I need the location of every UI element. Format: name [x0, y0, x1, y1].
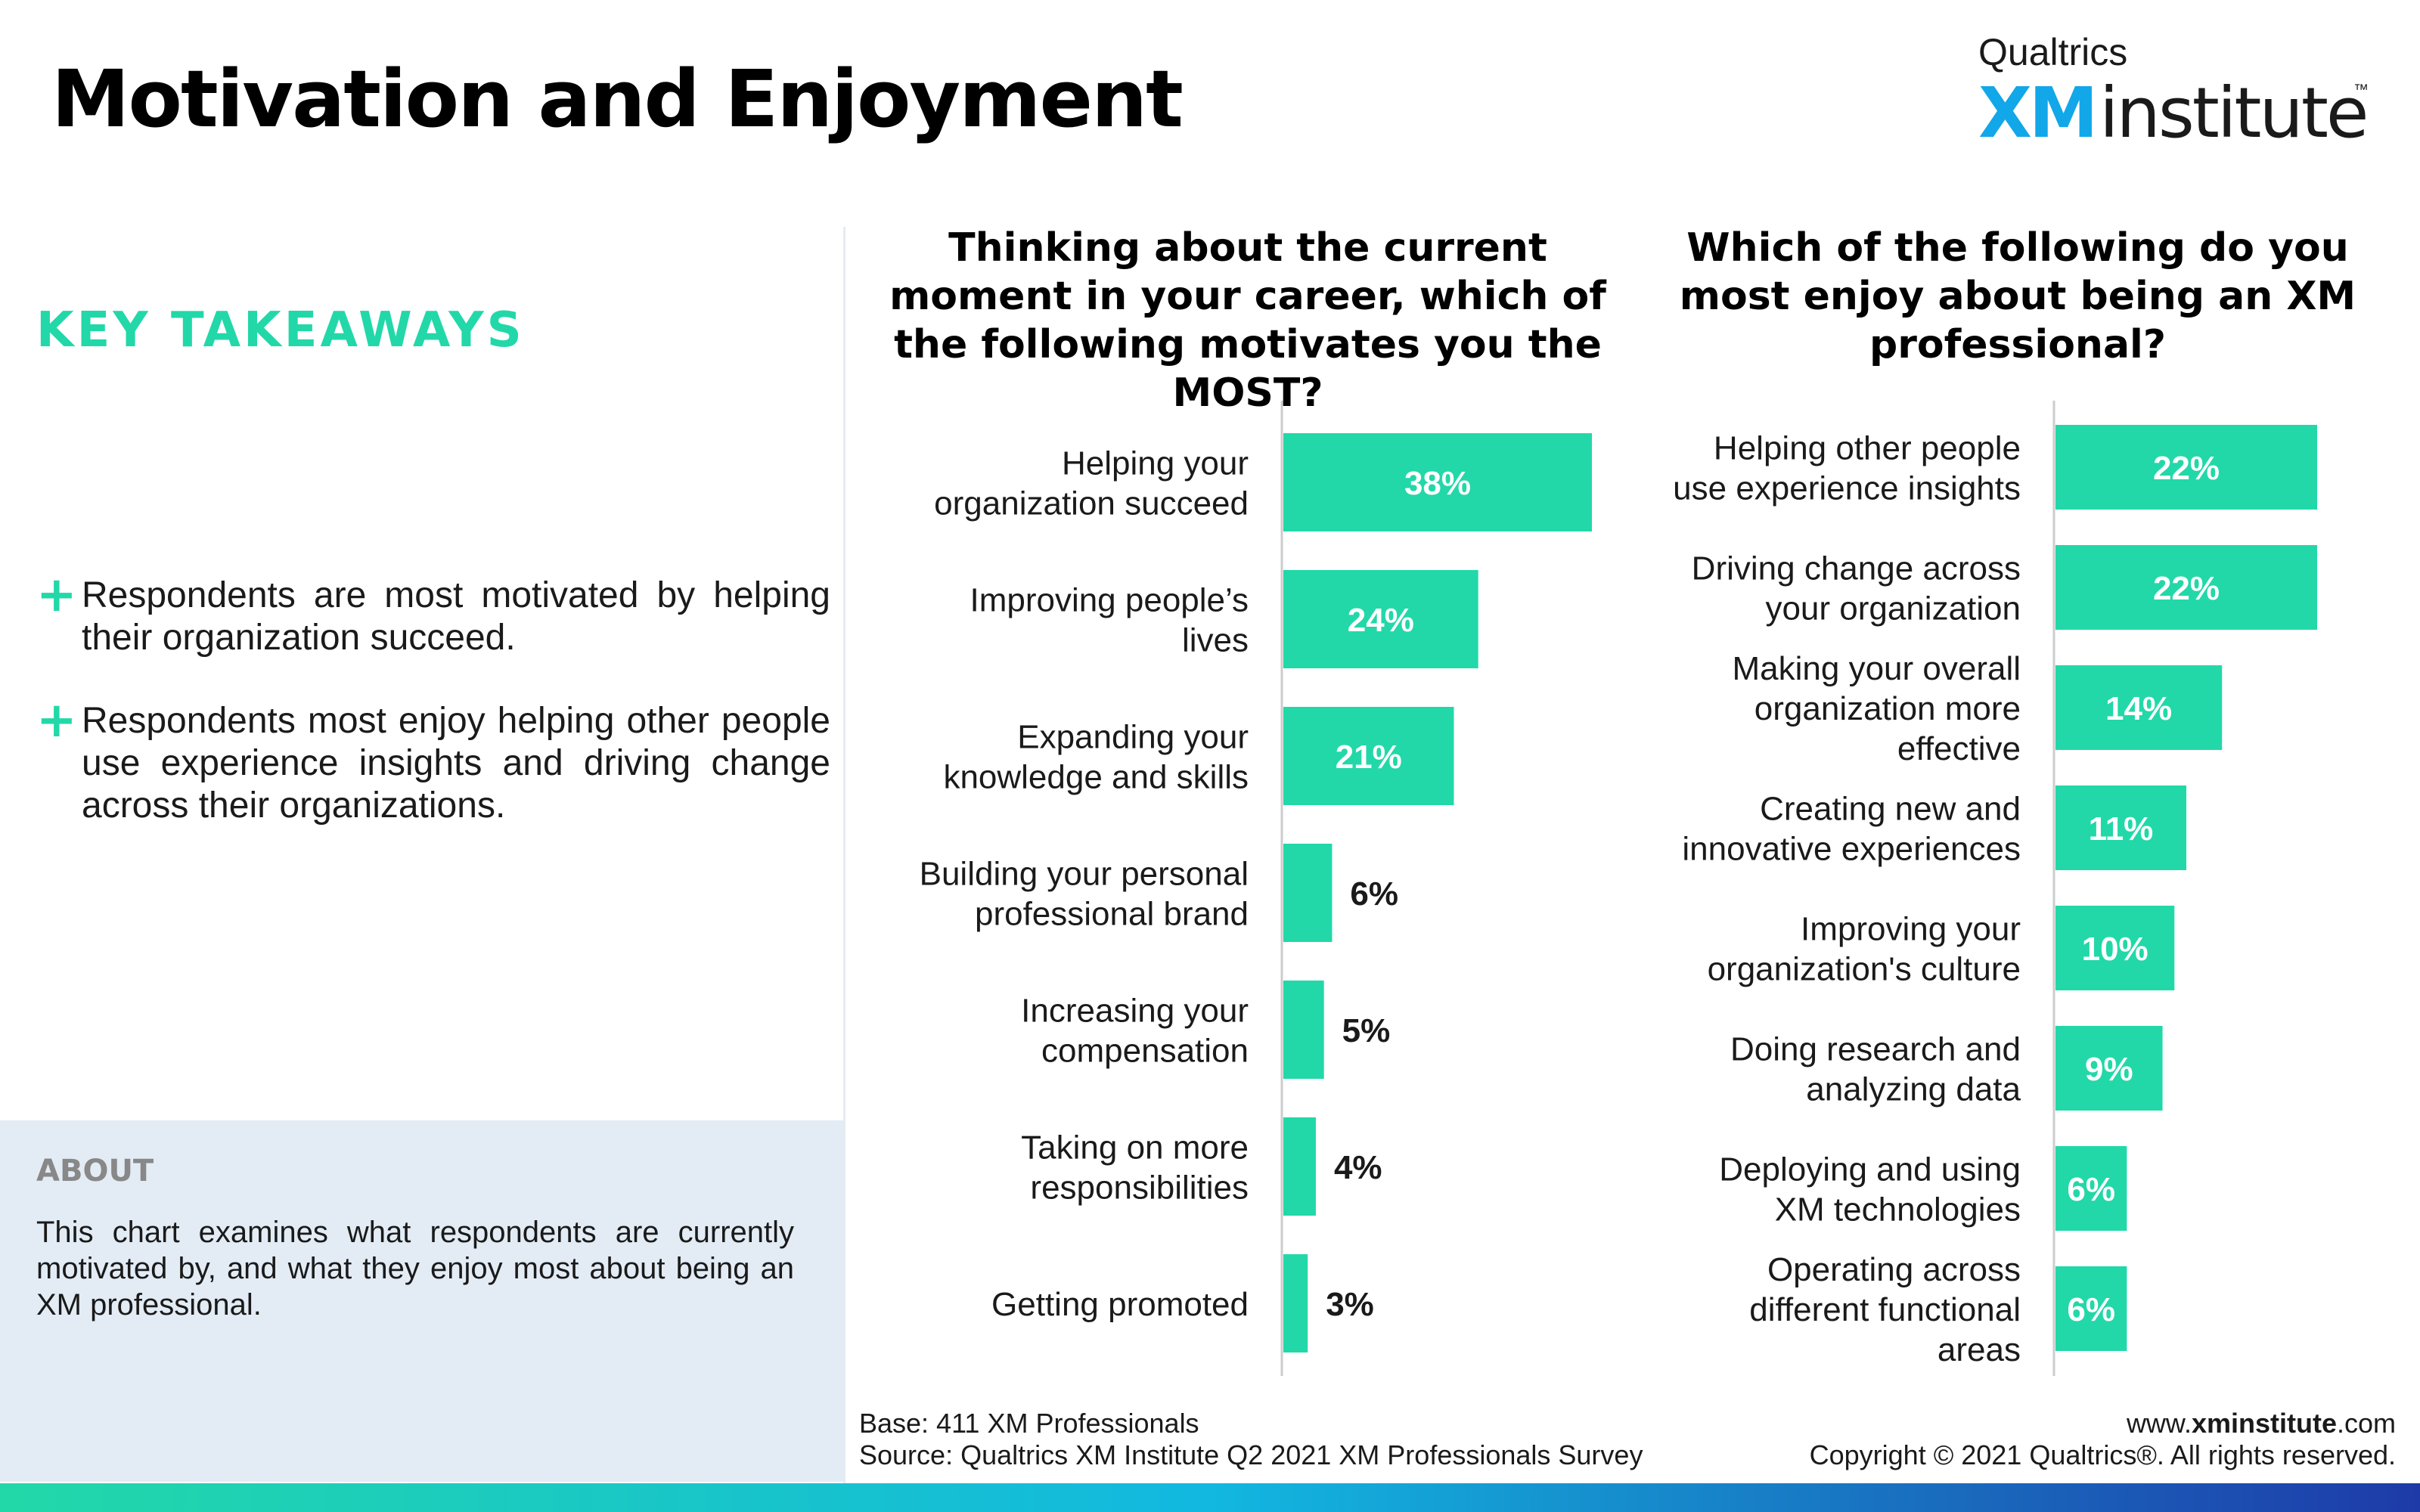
value-label: 9%	[2085, 1051, 2133, 1088]
category-label: Building your personal professional brand	[920, 856, 1249, 933]
category-label: Helping other people use experience insig…	[1673, 430, 2021, 507]
category-label: Getting promoted	[991, 1286, 1249, 1323]
value-label: 22%	[2153, 450, 2220, 487]
xm-institute-logo: Qualtrics XM institute ™	[1978, 30, 2372, 153]
chart-title-enjoyment: Which of the following do you most enjoy…	[1679, 225, 2356, 367]
plus-icon: +	[36, 567, 77, 623]
about-heading: ABOUT	[36, 1154, 154, 1188]
footer-source-text: Source: Qualtrics XM Institute Q2 2021 X…	[859, 1439, 1643, 1470]
bar	[1283, 570, 1478, 668]
about-panel: ABOUT This chart examines what responden…	[0, 1120, 844, 1482]
value-label: 5%	[1342, 1012, 1391, 1049]
value-label: 4%	[1334, 1149, 1382, 1186]
bar	[1283, 844, 1333, 942]
value-label: 22%	[2153, 570, 2220, 607]
motivation-bar-chart: Helping your organization succeed 38% Impro…	[920, 401, 1592, 1376]
footer-base-text: Base: 411 XM Professionals	[859, 1408, 1199, 1439]
bar	[2055, 1026, 2163, 1111]
footer-url-prefix: www.	[2126, 1408, 2192, 1439]
bottom-gradient-bar	[0, 1483, 2420, 1512]
category-label: Expanding your knowledge and skills	[943, 719, 1249, 796]
bar	[2055, 425, 2317, 510]
vertical-divider	[843, 227, 845, 1483]
footer-copyright-text: Copyright © 2021 Qualtrics®. All rights …	[1809, 1439, 2396, 1470]
category-label: Driving change across your organization	[1692, 550, 2021, 627]
bar	[2055, 665, 2223, 750]
key-takeaways-heading: KEY TAKEAWAYS	[36, 302, 525, 358]
value-label: 6%	[1350, 875, 1398, 912]
bar	[2055, 906, 2175, 990]
value-label: 14%	[2105, 690, 2172, 727]
footer-copyright: www.xminstitute.com Copyright © 2021 Qua…	[1810, 1408, 2396, 1471]
category-label: Creating new and innovative experiences	[1682, 791, 2021, 868]
category-label: Increasing your compensation	[1021, 993, 1249, 1070]
footer-url-domain: xminstitute	[2191, 1408, 2337, 1439]
footer-url[interactable]: www.xminstitute.com	[1810, 1408, 2396, 1439]
category-label: Doing research and analyzing data	[1730, 1031, 2021, 1108]
bar	[2055, 545, 2317, 630]
category-label: Improving people’s lives	[970, 582, 1249, 659]
bar	[1283, 1254, 1308, 1352]
value-label: 38%	[1404, 465, 1471, 502]
footer-source: Base: 411 XM Professionals Source: Qualt…	[859, 1408, 1643, 1471]
logo-xm-text: XM	[1978, 73, 2098, 153]
value-label: 3%	[1326, 1286, 1374, 1323]
plus-icon: +	[36, 692, 77, 748]
bar	[1283, 981, 1324, 1079]
page-title: Motivation and Enjoyment	[51, 53, 1184, 145]
about-text: This chart examines what respondents are…	[36, 1216, 794, 1321]
category-label: Helping your organization succeed	[934, 445, 1249, 522]
logo-trademark: ™	[2353, 82, 2369, 98]
logo-institute-text: institute	[2099, 73, 2369, 153]
category-label: Deploying and using XM technologies	[1719, 1151, 2021, 1228]
value-label: 24%	[1348, 602, 1414, 639]
logo-qualtrics-text: Qualtrics	[1978, 31, 2128, 73]
chart-title-motivation: Thinking about the current moment in you…	[889, 225, 1606, 416]
bar	[2055, 1146, 2127, 1231]
category-label: Operating across different functional area…	[1749, 1251, 2021, 1368]
bar	[1283, 1117, 1316, 1216]
bar	[2055, 785, 2186, 870]
enjoyment-bar-chart: Helping other people use experience insig…	[1673, 401, 2317, 1376]
bar	[1283, 707, 1454, 805]
value-label: 11%	[2089, 810, 2154, 847]
takeaway-text: Respondents most enjoy helping other peo…	[82, 701, 830, 826]
value-label: 10%	[2082, 931, 2149, 968]
bar	[1283, 433, 1592, 531]
value-label: 6%	[2067, 1291, 2115, 1328]
category-label: Improving your organization's culture	[1708, 911, 2021, 988]
takeaway-text: Respondents are most motivated by helpin…	[82, 575, 830, 658]
bar	[2055, 1266, 2127, 1351]
footer-url-suffix: .com	[2336, 1408, 2396, 1439]
category-label: Making your overall organization more effe…	[1733, 650, 2021, 767]
category-label: Taking on more responsibilities	[1021, 1129, 1249, 1207]
value-label: 21%	[1336, 739, 1402, 776]
value-label: 6%	[2067, 1171, 2115, 1208]
